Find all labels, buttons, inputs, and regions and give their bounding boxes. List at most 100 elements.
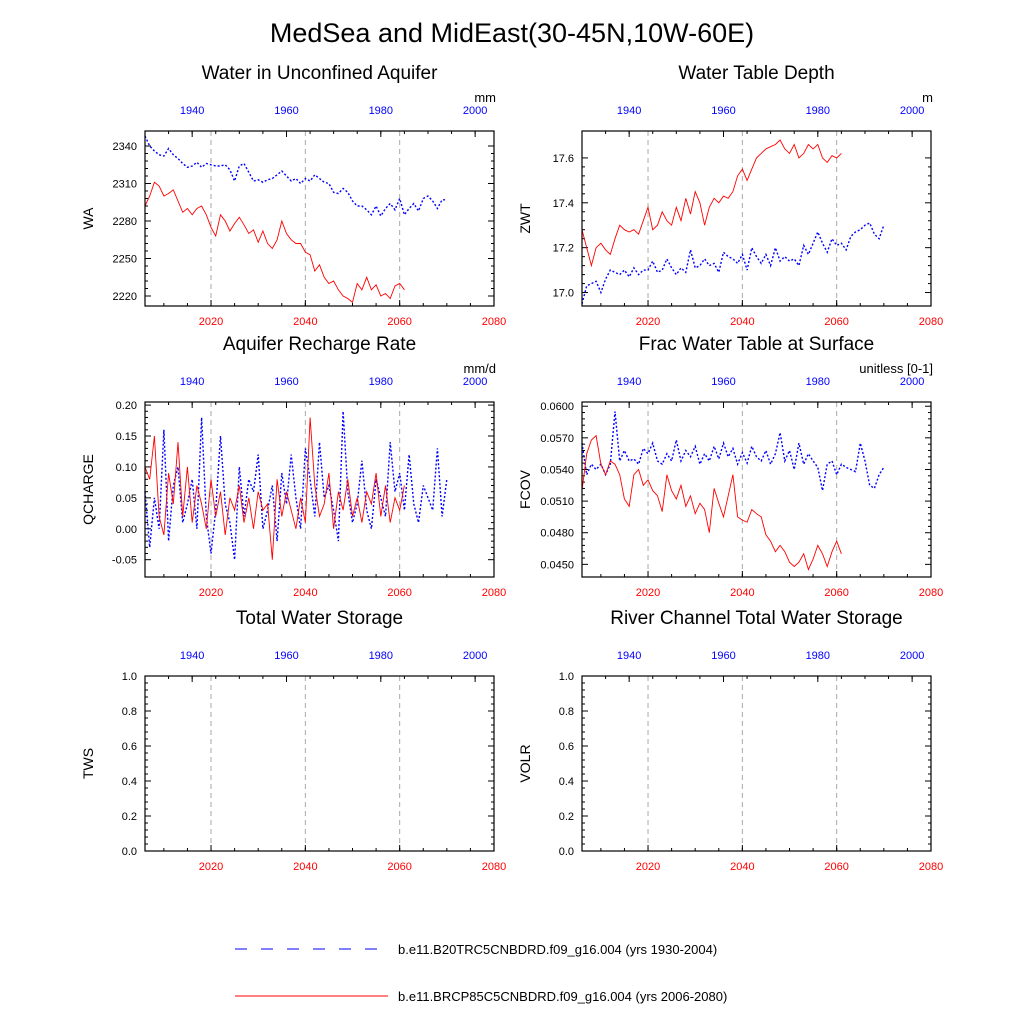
series-line-future	[581, 434, 842, 571]
y-tick-label: 17.6	[553, 153, 574, 165]
x-tick-label-bottom: 2020	[199, 316, 223, 328]
y-tick-label: 2220	[113, 291, 137, 303]
x-tick-label-top: 1980	[806, 105, 830, 117]
legend-label-future: b.e11.BRCP85C5CNBDRD.f09_g16.004 (yrs 20…	[398, 989, 727, 1004]
y-tick-label: 17.0	[553, 288, 574, 300]
units-label: mm/d	[464, 361, 497, 376]
panel-fcov: Frac Water Table at Surface unitless [0-1…	[517, 334, 943, 599]
x-tick-label-bottom: 2060	[387, 316, 411, 328]
x-tick-label-top: 2000	[463, 376, 487, 388]
series-line-historical	[144, 135, 447, 218]
x-tick-label-bottom: 2020	[199, 587, 223, 599]
panels: Water in Unconfined Aquifer mm WA 2220 2250 2…	[80, 63, 943, 873]
x-tick-label-bottom: 2040	[730, 861, 754, 873]
y-tick-label: 0.0570	[540, 433, 574, 445]
plot-frame	[581, 130, 932, 307]
panel-qcharge: Aquifer Recharge Rate mm/d QCHARGE -0.05 0.0…	[80, 334, 506, 599]
series-line-future	[144, 417, 405, 560]
y-tick-label: 1.0	[122, 671, 137, 683]
legend-label-historical: b.e11.B20TRC5CNBDRD.f09_g16.004 (yrs 193…	[398, 942, 717, 957]
panel-wa: Water in Unconfined Aquifer mm WA 2220 2250 2…	[80, 63, 506, 328]
x-tick-label-top: 1960	[274, 650, 298, 662]
series-line-future	[581, 139, 842, 268]
x-tick-label-bottom: 2040	[293, 316, 317, 328]
y-tick-label: 0.8	[122, 706, 137, 718]
figure-title: MedSea and MidEast(30-45N,10W-60E)	[270, 18, 754, 48]
y-tick-label: 0.2	[122, 811, 137, 823]
x-tick-label-bottom: 2060	[387, 587, 411, 599]
x-tick-label-top: 1940	[180, 376, 204, 388]
plot-frame	[144, 130, 495, 307]
y-axis-label: FCOV	[517, 469, 533, 509]
y-tick-label: 2310	[113, 179, 137, 191]
x-tick-label-top: 1980	[806, 650, 830, 662]
units-label: mm	[474, 90, 496, 105]
plot-frame	[144, 401, 495, 578]
x-tick-label-top: 1940	[180, 105, 204, 117]
y-tick-label: 0.0	[122, 846, 137, 858]
x-tick-label-bottom: 2040	[730, 316, 754, 328]
x-tick-label-bottom: 2020	[636, 316, 660, 328]
y-tick-label: 0.15	[116, 431, 137, 443]
series-line-historical	[581, 222, 885, 304]
y-tick-label: 0.4	[122, 776, 137, 788]
y-tick-label: 0.6	[559, 741, 574, 753]
panel-title: Water Table Depth	[678, 63, 834, 84]
x-tick-label-top: 2000	[900, 376, 924, 388]
x-tick-label-top: 1960	[274, 105, 298, 117]
y-tick-label: 0.0510	[540, 496, 574, 508]
legend: b.e11.B20TRC5CNBDRD.f09_g16.004 (yrs 193…	[235, 942, 727, 1004]
series-line-historical	[581, 411, 885, 491]
x-tick-label-bottom: 2080	[919, 861, 943, 873]
x-tick-label-bottom: 2060	[824, 861, 848, 873]
y-tick-label: 2340	[113, 141, 137, 153]
plot-frame	[144, 675, 495, 852]
x-tick-label-top: 1980	[369, 105, 393, 117]
y-tick-label: 2280	[113, 216, 137, 228]
y-tick-label: 0.4	[559, 776, 574, 788]
panel-volr: River Channel Total Water Storage VOLR 0.0…	[517, 608, 943, 873]
panel-zwt: Water Table Depth m ZWT 17.0 17.2 17.4 17.6 202…	[517, 63, 943, 328]
x-tick-label-top: 1960	[274, 376, 298, 388]
y-tick-label: 0.6	[122, 741, 137, 753]
y-tick-label: 0.20	[116, 400, 137, 412]
x-tick-label-top: 1980	[369, 650, 393, 662]
y-tick-label: 0.10	[116, 462, 137, 474]
y-axis-label: ZWT	[517, 203, 533, 234]
y-axis-label: TWS	[80, 748, 96, 779]
y-axis-label: WA	[80, 207, 96, 230]
x-tick-label-bottom: 2020	[636, 861, 660, 873]
x-tick-label-top: 1940	[617, 376, 641, 388]
y-tick-label: 0.0480	[540, 528, 574, 540]
x-tick-label-top: 1960	[711, 650, 735, 662]
x-tick-label-bottom: 2080	[482, 587, 506, 599]
y-axis-label: VOLR	[517, 744, 533, 782]
panel-title: Water in Unconfined Aquifer	[202, 63, 439, 84]
plot-frame	[581, 675, 932, 852]
units-label: m	[922, 90, 933, 105]
x-tick-label-top: 1940	[617, 650, 641, 662]
x-tick-label-top: 1960	[711, 376, 735, 388]
panel-tws: Total Water Storage TWS 0.0 0.2 0.4 0.6 0.8 1.0…	[80, 608, 506, 873]
x-tick-label-bottom: 2080	[482, 316, 506, 328]
y-tick-label: 1.0	[559, 671, 574, 683]
x-tick-label-top: 2000	[900, 105, 924, 117]
series-line-historical	[144, 411, 448, 560]
panel-title: Total Water Storage	[236, 608, 403, 629]
x-tick-label-bottom: 2020	[636, 587, 660, 599]
y-tick-label: 0.0600	[540, 401, 574, 413]
series-line-future	[144, 181, 405, 304]
x-tick-label-top: 2000	[463, 105, 487, 117]
x-tick-label-top: 1940	[617, 105, 641, 117]
x-tick-label-bottom: 2060	[824, 587, 848, 599]
y-tick-label: 2250	[113, 254, 137, 266]
x-tick-label-bottom: 2080	[482, 861, 506, 873]
y-tick-label: 0.0540	[540, 464, 574, 476]
x-tick-label-bottom: 2020	[199, 861, 223, 873]
y-tick-label: 0.00	[116, 524, 137, 536]
panel-title: River Channel Total Water Storage	[610, 608, 903, 629]
y-tick-label: 0.0	[559, 846, 574, 858]
y-tick-label: 0.8	[559, 706, 574, 718]
x-tick-label-bottom: 2060	[387, 861, 411, 873]
